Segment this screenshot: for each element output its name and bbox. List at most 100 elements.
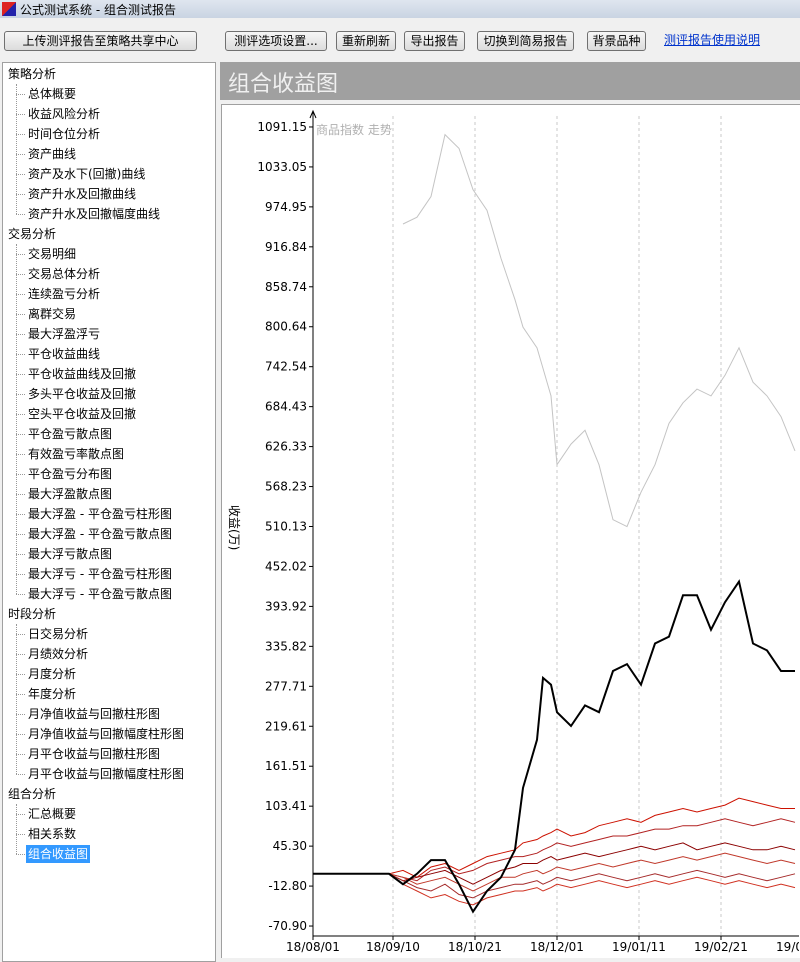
tree-item[interactable]: 最大浮亏散点图	[28, 547, 113, 561]
x-tick-label: 18/10/21	[448, 940, 502, 954]
tree-item[interactable]: 汇总概要	[28, 807, 77, 821]
tree-item[interactable]: 收益风险分析	[28, 107, 101, 121]
tree-item[interactable]: 最大浮亏 - 平仓盈亏柱形图	[28, 567, 172, 581]
nav-tree: 策略分析 总体概要 收益风险分析 时间仓位分析 资产曲线 资产及水下(回撤)曲线 资产升水及…	[2, 62, 216, 962]
tree-item[interactable]: 最大浮盈 - 平仓盈亏柱形图	[28, 507, 172, 521]
tree-group[interactable]: 组合分析	[8, 787, 57, 801]
series-line	[388, 869, 796, 899]
tree-item[interactable]: 平仓收益曲线及回撤	[28, 367, 137, 381]
tree-connector	[16, 454, 25, 455]
series-line	[388, 818, 796, 882]
tree-connector	[16, 714, 25, 715]
chart-area: 18/08/01 18/09/10 18/10/21 18/12/01 19/01/11…	[221, 104, 800, 958]
tree-connector	[16, 294, 25, 295]
toolbar-button[interactable]: 上传测评报告至策略共享中心	[4, 31, 197, 51]
y-tick-label: 393.92	[265, 599, 307, 613]
tree-item[interactable]: 有效盈亏率散点图	[28, 447, 125, 461]
toolbar-button[interactable]: 导出报告	[404, 31, 465, 51]
tree-item[interactable]: 平仓盈亏分布图	[28, 467, 113, 481]
tree-connector	[16, 554, 25, 555]
tree-group[interactable]: 策略分析	[8, 67, 57, 81]
tree-item[interactable]: 空头平仓收益及回撤	[28, 407, 137, 421]
tree-connector	[16, 84, 17, 214]
tree-connector	[16, 654, 25, 655]
tree-item[interactable]: 时间仓位分析	[28, 127, 101, 141]
tree-item[interactable]: 组合收益图	[26, 845, 91, 863]
x-tick-label: 19/02/21	[694, 940, 748, 954]
series-line	[388, 797, 795, 878]
tree-item[interactable]: 资产升水及回撤曲线	[28, 187, 137, 201]
y-tick-label: 335.82	[265, 639, 307, 653]
series-line	[388, 873, 796, 906]
tree-item[interactable]: 最大浮亏 - 平仓盈亏散点图	[28, 587, 172, 601]
tree-connector	[16, 274, 25, 275]
window-title: 公式测试系统 - 组合测试报告	[20, 3, 176, 17]
title-bar: 公式测试系统 - 组合测试报告	[0, 0, 800, 18]
tree-connector	[16, 694, 25, 695]
series-line	[388, 842, 796, 885]
x-tick-label: 19/01/11	[612, 940, 666, 954]
tree-item[interactable]: 月净值收益与回撤幅度柱形图	[28, 727, 185, 741]
tree-connector	[16, 834, 25, 835]
tree-item[interactable]: 平仓收益曲线	[28, 347, 101, 361]
y-tick-label: 916.84	[265, 240, 307, 254]
tree-connector	[16, 374, 25, 375]
x-tick-label: 18/09/10	[366, 940, 420, 954]
tree-connector	[16, 314, 25, 315]
tree-connector	[16, 594, 25, 595]
series-line	[388, 852, 796, 892]
tree-item[interactable]: 交易总体分析	[28, 267, 101, 281]
tree-item[interactable]: 多头平仓收益及回撤	[28, 387, 137, 401]
toolbar-button[interactable]: 背景品种	[587, 31, 646, 51]
y-tick-label: 742.54	[265, 360, 307, 374]
y-tick-label: 45.30	[273, 839, 307, 853]
tree-item[interactable]: 月平仓收益与回撤幅度柱形图	[28, 767, 185, 781]
x-tick-label: 18/08/01	[286, 940, 340, 954]
tree-connector	[16, 174, 25, 175]
x-tick-label: 19/04/03	[776, 940, 799, 954]
tree-connector	[16, 254, 25, 255]
tree-item[interactable]: 年度分析	[28, 687, 77, 701]
series-label: 商品指数 走势	[316, 122, 392, 137]
tree-connector	[16, 394, 25, 395]
y-tick-label: -70.90	[268, 919, 307, 933]
tree-item[interactable]: 资产曲线	[28, 147, 77, 161]
tree-connector	[16, 494, 25, 495]
tree-item[interactable]: 相关系数	[28, 827, 77, 841]
tree-item[interactable]: 交易明细	[28, 247, 77, 261]
tree-item[interactable]: 资产及水下(回撤)曲线	[28, 167, 146, 181]
tree-item[interactable]: 月绩效分析	[28, 647, 89, 661]
tree-group[interactable]: 交易分析	[8, 227, 57, 241]
tree-item[interactable]: 连续盈亏分析	[28, 287, 101, 301]
y-tick-label: 684.43	[265, 400, 307, 414]
y-axis-label: 收益(万)	[227, 505, 241, 550]
toolbar-button[interactable]: 重新刷新	[336, 31, 396, 51]
tree-item[interactable]: 月平仓收益与回撤柱形图	[28, 747, 161, 761]
toolbar-button[interactable]: 测评选项设置...	[225, 31, 327, 51]
tree-item[interactable]: 日交易分析	[28, 627, 89, 641]
tree-connector	[16, 114, 25, 115]
tree-connector	[16, 154, 25, 155]
tree-item[interactable]: 最大浮盈散点图	[28, 487, 113, 501]
tree-connector	[16, 774, 25, 775]
y-tick-label: 103.41	[265, 799, 307, 813]
tree-item[interactable]: 总体概要	[28, 87, 77, 101]
tree-item[interactable]: 最大浮盈浮亏	[28, 327, 101, 341]
tree-item[interactable]: 平仓盈亏散点图	[28, 427, 113, 441]
toolbar-button[interactable]: 切换到简易报告	[477, 31, 574, 51]
tree-connector	[16, 194, 25, 195]
tree-group[interactable]: 时段分析	[8, 607, 57, 621]
tree-connector	[16, 574, 25, 575]
tree-item[interactable]: 最大浮盈 - 平仓盈亏散点图	[28, 527, 172, 541]
y-tick-label: 974.95	[265, 200, 307, 214]
y-tick-label: 161.51	[265, 759, 307, 773]
tree-item[interactable]: 月度分析	[28, 667, 77, 681]
y-tick-label: 452.02	[265, 559, 307, 573]
tree-connector	[16, 624, 17, 774]
tree-item[interactable]: 资产升水及回撤幅度曲线	[28, 207, 161, 221]
tree-item[interactable]: 月净值收益与回撤柱形图	[28, 707, 161, 721]
tree-item[interactable]: 离群交易	[28, 307, 77, 321]
x-tick-label: 18/12/01	[530, 940, 584, 954]
y-tick-label: 1091.15	[257, 120, 307, 134]
help-link[interactable]: 测评报告使用说明	[664, 33, 761, 47]
